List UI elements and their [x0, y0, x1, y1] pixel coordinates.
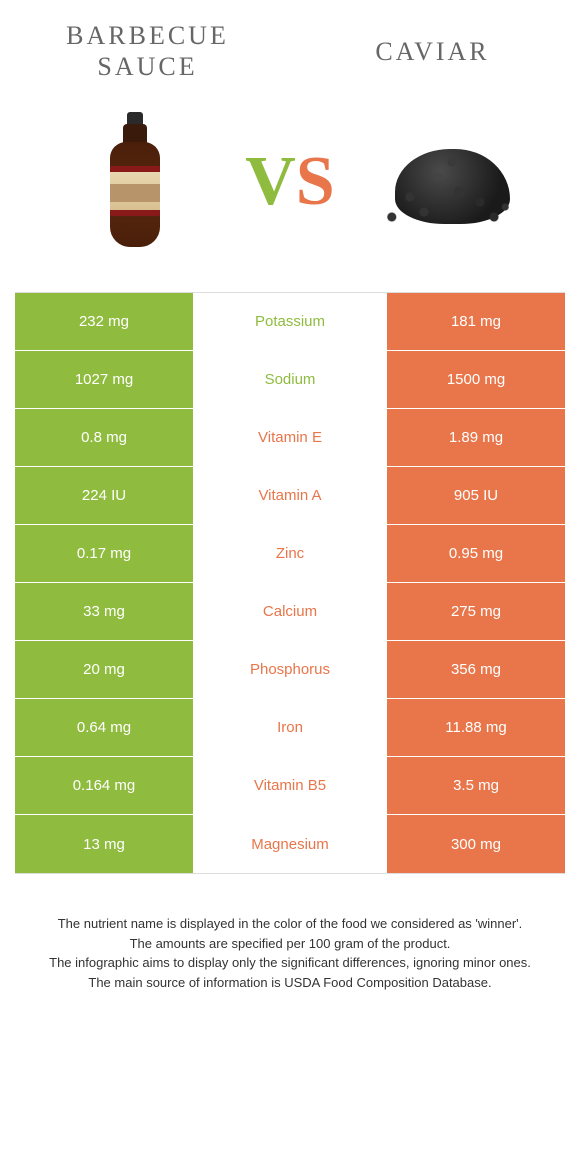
cell-nutrient-name: Potassium	[193, 293, 387, 350]
cell-nutrient-name: Vitamin B5	[193, 757, 387, 814]
table-row: 13 mgMagnesium300 mg	[15, 815, 565, 873]
cell-nutrient-name: Magnesium	[193, 815, 387, 873]
table-row: 20 mgPhosphorus356 mg	[15, 641, 565, 699]
cell-right-value: 1500 mg	[387, 351, 565, 408]
table-row: 1027 mgSodium1500 mg	[15, 351, 565, 409]
food-image-right	[375, 107, 515, 257]
food-title-right: Caviar	[310, 36, 555, 67]
footer-line: The amounts are specified per 100 gram o…	[35, 934, 545, 954]
vs-v: V	[245, 143, 296, 220]
table-row: 0.164 mgVitamin B53.5 mg	[15, 757, 565, 815]
cell-left-value: 232 mg	[15, 293, 193, 350]
table-row: 33 mgCalcium275 mg	[15, 583, 565, 641]
cell-right-value: 181 mg	[387, 293, 565, 350]
table-row: 232 mgPotassium181 mg	[15, 293, 565, 351]
cell-right-value: 11.88 mg	[387, 699, 565, 756]
comparison-table: 232 mgPotassium181 mg1027 mgSodium1500 m…	[15, 292, 565, 874]
footer-notes: The nutrient name is displayed in the co…	[15, 914, 565, 992]
table-row: 224 IUVitamin A905 IU	[15, 467, 565, 525]
cell-right-value: 3.5 mg	[387, 757, 565, 814]
cell-nutrient-name: Phosphorus	[193, 641, 387, 698]
cell-nutrient-name: Vitamin A	[193, 467, 387, 524]
cell-right-value: 275 mg	[387, 583, 565, 640]
vs-s: S	[296, 143, 335, 220]
table-row: 0.64 mgIron11.88 mg	[15, 699, 565, 757]
cell-nutrient-name: Vitamin E	[193, 409, 387, 466]
vs-label: VS	[245, 142, 335, 222]
cell-nutrient-name: Sodium	[193, 351, 387, 408]
cell-right-value: 905 IU	[387, 467, 565, 524]
cell-right-value: 356 mg	[387, 641, 565, 698]
cell-left-value: 1027 mg	[15, 351, 193, 408]
cell-right-value: 0.95 mg	[387, 525, 565, 582]
cell-left-value: 224 IU	[15, 467, 193, 524]
cell-left-value: 0.64 mg	[15, 699, 193, 756]
cell-left-value: 0.8 mg	[15, 409, 193, 466]
cell-right-value: 300 mg	[387, 815, 565, 873]
cell-nutrient-name: Calcium	[193, 583, 387, 640]
footer-line: The main source of information is USDA F…	[35, 973, 545, 993]
cell-left-value: 20 mg	[15, 641, 193, 698]
caviar-icon	[375, 132, 515, 232]
footer-line: The nutrient name is displayed in the co…	[35, 914, 545, 934]
footer-line: The infographic aims to display only the…	[35, 953, 545, 973]
images-row: VS	[15, 102, 565, 262]
cell-left-value: 0.17 mg	[15, 525, 193, 582]
bbq-bottle-icon	[105, 112, 165, 252]
header-row: Barbecue sauce Caviar	[15, 20, 565, 82]
cell-left-value: 33 mg	[15, 583, 193, 640]
table-row: 0.17 mgZinc0.95 mg	[15, 525, 565, 583]
cell-left-value: 0.164 mg	[15, 757, 193, 814]
cell-left-value: 13 mg	[15, 815, 193, 873]
cell-nutrient-name: Zinc	[193, 525, 387, 582]
table-row: 0.8 mgVitamin E1.89 mg	[15, 409, 565, 467]
food-image-left	[65, 107, 205, 257]
food-title-left: Barbecue sauce	[25, 20, 270, 82]
cell-right-value: 1.89 mg	[387, 409, 565, 466]
cell-nutrient-name: Iron	[193, 699, 387, 756]
